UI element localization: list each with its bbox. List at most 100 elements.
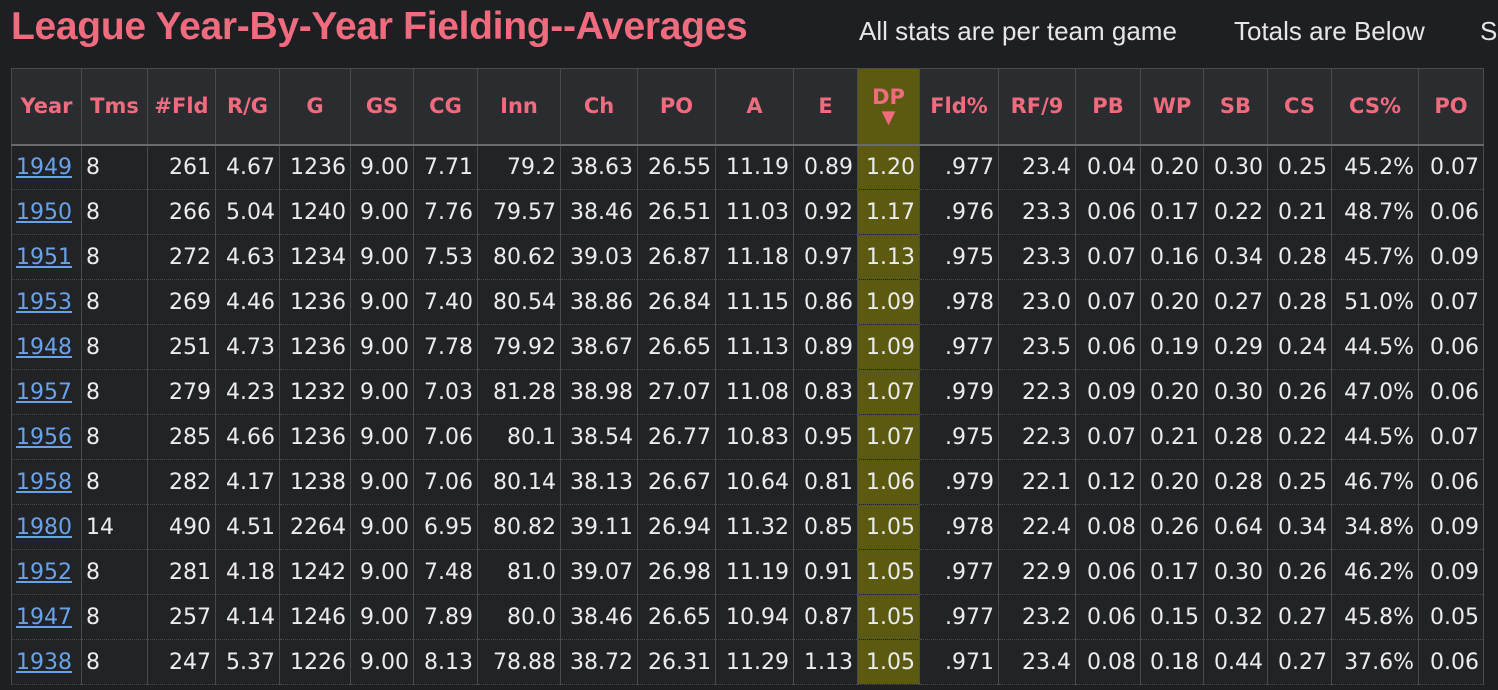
table-cell: 44.5%	[1331, 414, 1419, 460]
table-cell: 48.7%	[1331, 189, 1419, 235]
column-header-year[interactable]: Year	[11, 68, 82, 145]
table-cell: 38.98	[560, 369, 638, 415]
table-cell: .975	[919, 414, 999, 460]
table-cell: 51.0%	[1331, 279, 1419, 325]
column-header-label: Year	[20, 94, 73, 119]
year-link[interactable]: 1947	[16, 604, 72, 630]
table-cell: 1948	[11, 324, 82, 370]
year-link[interactable]: 1958	[16, 469, 72, 495]
table-cell: 0.87	[793, 594, 858, 640]
table-cell: 81.28	[477, 369, 561, 415]
column-header-cs[interactable]: CS	[1267, 68, 1332, 145]
table-cell: 26.87	[637, 234, 716, 280]
column-header-e[interactable]: E	[793, 68, 858, 145]
table-cell: 38.13	[560, 459, 638, 505]
totals-below-link[interactable]: Totals are Below	[1234, 16, 1425, 46]
table-cell: 80.54	[477, 279, 561, 325]
year-link[interactable]: 1950	[16, 199, 72, 225]
table-row: 1951 8 272 4.63 1234 9.00 7.53 80.62 39.03 26.87 1…	[11, 234, 1484, 280]
table-cell: 26.84	[637, 279, 716, 325]
column-header-ch[interactable]: Ch	[560, 68, 638, 145]
table-cell: .975	[919, 234, 999, 280]
table-row: 1957 8 279 4.23 1232 9.00 7.03 81.28 38.98 27.07 1…	[11, 369, 1484, 415]
table-cell: 23.5	[998, 324, 1076, 370]
table-cell: 26.55	[637, 144, 716, 190]
table-cell: 0.86	[793, 279, 858, 325]
column-header-label: CS	[1284, 94, 1315, 119]
column-header-label: PO	[1434, 94, 1468, 119]
column-header-wp[interactable]: WP	[1140, 68, 1204, 145]
table-cell: 38.86	[560, 279, 638, 325]
table-cell: 1242	[279, 549, 351, 595]
year-link[interactable]: 1948	[16, 334, 72, 360]
table-cell: 26.94	[637, 504, 716, 550]
table-cell: 0.06	[1418, 369, 1484, 415]
year-link[interactable]: 1956	[16, 424, 72, 450]
column-header-num-fld[interactable]: #Fld	[147, 68, 216, 145]
truncated-nav-link[interactable]: S	[1480, 16, 1498, 46]
column-header-label: Inn	[500, 94, 538, 119]
table-cell: 0.26	[1140, 504, 1204, 550]
table-cell: 79.57	[477, 189, 561, 235]
table-cell: .979	[919, 369, 999, 415]
year-link[interactable]: 1957	[16, 379, 72, 405]
column-header-tms[interactable]: Tms	[81, 68, 148, 145]
year-link[interactable]: 1953	[16, 289, 72, 315]
table-cell: 11.32	[715, 504, 794, 550]
table-cell: 1953	[11, 279, 82, 325]
table-cell: 279	[147, 369, 216, 415]
table-cell: 6.95	[413, 504, 478, 550]
table-cell: 39.03	[560, 234, 638, 280]
column-header-sb[interactable]: SB	[1203, 68, 1268, 145]
table-cell: 0.21	[1140, 414, 1204, 460]
table-cell: 10.64	[715, 459, 794, 505]
table-cell: 11.29	[715, 639, 794, 685]
column-header-g[interactable]: G	[279, 68, 351, 145]
table-cell: 11.19	[715, 549, 794, 595]
table-cell: 0.07	[1075, 279, 1141, 325]
table-cell: 257	[147, 594, 216, 640]
year-link[interactable]: 1938	[16, 649, 72, 675]
table-cell: 11.19	[715, 144, 794, 190]
table-cell: 0.06	[1075, 549, 1141, 595]
table-cell: 1949	[11, 144, 82, 190]
year-link[interactable]: 1951	[16, 244, 72, 270]
table-cell: 1958	[11, 459, 82, 505]
table-cell: 0.28	[1203, 459, 1268, 505]
table-cell: 1236	[279, 324, 351, 370]
column-header-po[interactable]: PO	[637, 68, 716, 145]
table-cell: 23.4	[998, 144, 1076, 190]
column-header-r-g[interactable]: R/G	[215, 68, 280, 145]
column-header-rf-9[interactable]: RF/9	[998, 68, 1076, 145]
table-cell: 0.20	[1140, 144, 1204, 190]
table-cell: 0.08	[1075, 639, 1141, 685]
year-link[interactable]: 1980	[16, 514, 72, 540]
column-header-gs[interactable]: GS	[350, 68, 414, 145]
table-cell: 79.2	[477, 144, 561, 190]
year-link[interactable]: 1952	[16, 559, 72, 585]
table-cell: 0.34	[1267, 504, 1332, 550]
column-header-cs-pct[interactable]: CS%	[1331, 68, 1419, 145]
table-cell: 251	[147, 324, 216, 370]
table-cell: 22.4	[998, 504, 1076, 550]
year-link[interactable]: 1949	[16, 154, 72, 180]
column-header-pb[interactable]: PB	[1075, 68, 1141, 145]
table-cell: 80.82	[477, 504, 561, 550]
column-header-label: SB	[1219, 94, 1252, 119]
table-cell: 2264	[279, 504, 351, 550]
table-cell: 38.46	[560, 594, 638, 640]
column-header-dp[interactable]: DP ▼	[857, 68, 920, 145]
column-header-label: RF/9	[1010, 94, 1064, 119]
table-cell: 4.63	[215, 234, 280, 280]
column-header-a[interactable]: A	[715, 68, 794, 145]
column-header-cg[interactable]: CG	[413, 68, 478, 145]
column-header-inn[interactable]: Inn	[477, 68, 561, 145]
column-header-label: PO	[659, 94, 694, 119]
column-header-po-2[interactable]: PO	[1418, 68, 1484, 145]
table-cell: 23.4	[998, 639, 1076, 685]
table-cell: 5.37	[215, 639, 280, 685]
table-cell: 7.53	[413, 234, 478, 280]
column-header-fld-pct[interactable]: Fld%	[919, 68, 999, 145]
table-cell: 38.72	[560, 639, 638, 685]
table-cell: 38.54	[560, 414, 638, 460]
